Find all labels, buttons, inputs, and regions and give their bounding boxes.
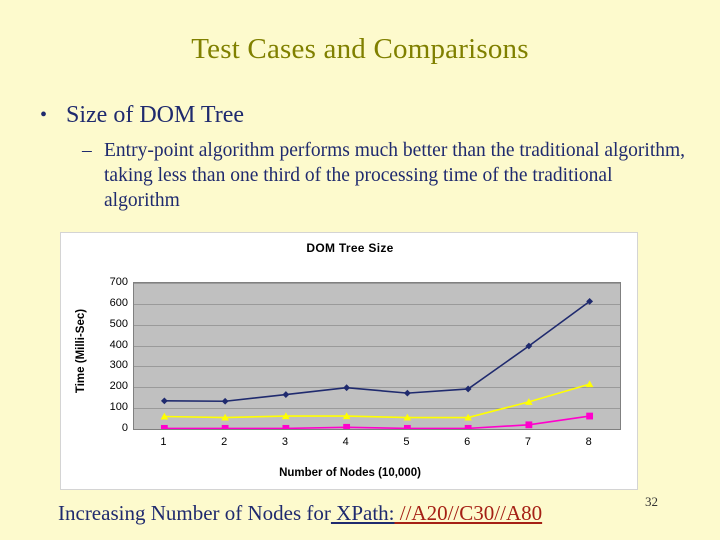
caption-prefix: Increasing Number of Nodes for [58,501,331,525]
chart-x-tick-label: 7 [524,436,531,448]
chart-marker-entry-point-algorithm [221,413,229,421]
chart-marker-third-series [464,424,472,429]
chart-y-tick-label: 600 [109,296,128,309]
chart-y-axis-title: Time (Milli-Sec) [75,308,87,394]
chart-marker-entry-point-algorithm [342,412,351,420]
chart-x-tick-label: 3 [281,436,288,448]
chart-gridline [134,387,620,389]
chart-y-tick-label: 300 [109,359,128,372]
caption: Increasing Number of Nodes for XPath: //… [58,500,542,526]
chart-line-traditional-algorithm [164,300,591,403]
chart-y-tick-label: 400 [109,338,128,351]
chart-marker-third-series [403,424,411,429]
chart-x-tick-label: 8 [585,436,592,448]
chart-gridline [134,366,620,368]
dash-marker-icon: – [82,140,92,161]
caption-xpath[interactable]: //A20//C30//A80 [394,501,543,525]
bullet-marker-icon: • [40,104,48,126]
chart-marker-entry-point-algorithm [464,413,472,421]
chart-marker-entry-point-algorithm [282,412,290,420]
chart-plot-area [133,282,621,430]
bullet-level1-label: Size of DOM Tree [66,102,244,128]
page-number: 32 [645,494,658,509]
chart-x-tick-label: 5 [403,436,410,448]
chart-marker-traditional-algorithm [282,391,290,398]
chart-marker-entry-point-algorithm [585,380,594,388]
chart-x-tick-label: 1 [160,436,167,448]
chart-y-tick-label: 100 [109,401,128,414]
bullet-level2: – Entry-point algorithm performs much be… [82,138,690,213]
body-text-block: • Size of DOM Tree – Entry-point algorit… [40,100,690,213]
chart-series-layer [160,297,594,429]
bullet-level2-label: Entry-point algorithm performs much bett… [104,140,686,211]
chart-marker-traditional-algorithm [403,389,411,397]
chart-marker-third-series [586,412,594,420]
chart-marker-third-series [525,421,533,429]
chart-marker-traditional-algorithm [160,397,168,405]
chart-y-tick-label: 200 [109,380,128,393]
chart-title: DOM Tree Size [306,241,394,255]
chart-y-tick-label: 0 [121,422,128,434]
chart-marker-traditional-algorithm [586,297,594,305]
chart-line-third-series [164,415,590,429]
chart-marker-third-series [343,423,351,429]
chart-line-entry-point-algorithm [164,383,590,419]
chart-marker-entry-point-algorithm [525,398,533,405]
page-title: Test Cases and Comparisons [191,33,529,65]
chart-y-tick-label: 500 [109,317,128,330]
chart-x-tick-label: 2 [221,436,228,448]
chart-gridline [134,408,620,410]
chart-x-tick-label: 6 [464,436,471,448]
chart-marker-traditional-algorithm [464,385,472,393]
chart-marker-entry-point-algorithm [403,413,412,421]
chart-marker-traditional-algorithm [221,397,229,405]
chart-marker-entry-point-algorithm [160,412,169,420]
chart-x-axis-title: Number of Nodes (10,000) [279,467,421,479]
chart-marker-third-series [160,424,168,429]
chart-gridline [134,345,620,347]
chart-container: DOM Tree Size Time (Milli-Sec) Number of… [60,232,638,490]
chart-marker-traditional-algorithm [525,342,533,350]
chart-marker-third-series [282,424,290,429]
chart-marker-traditional-algorithm [343,384,351,392]
chart-y-tick-label: 700 [109,276,128,288]
caption-link-label[interactable]: XPath: [330,501,395,525]
chart-gridline [134,283,620,284]
bullet-level1: • Size of DOM Tree [40,100,690,130]
chart-x-tick-label: 4 [342,436,349,448]
chart-gridline [134,303,620,305]
chart-gridline [134,324,620,326]
chart-marker-third-series [221,424,229,429]
